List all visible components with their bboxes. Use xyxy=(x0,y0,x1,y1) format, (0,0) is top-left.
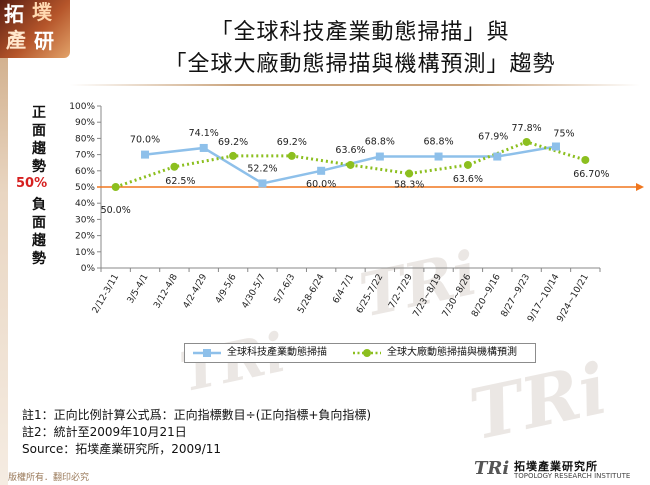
data-point-series-b xyxy=(111,183,120,191)
legend-swatch-series-b xyxy=(353,349,381,357)
x-tick-label: 4/30-5/7 xyxy=(240,273,268,311)
data-point-series-a xyxy=(434,152,443,161)
y-tick-label: 50% xyxy=(75,183,95,193)
data-point-series-a xyxy=(317,166,326,175)
data-label-series-a: 74.1% xyxy=(189,128,219,139)
data-point-series-b xyxy=(405,169,414,178)
x-tick-label: 6/25-7/22 xyxy=(355,273,385,316)
logo-char-4: 研 xyxy=(34,29,54,53)
data-label-series-a: 60.0% xyxy=(306,179,336,190)
data-label-series-b: 69.2% xyxy=(218,137,248,148)
x-tick-label: 3/12-4/8 xyxy=(152,272,180,310)
reference-line-arrow-icon xyxy=(636,183,644,191)
data-point-series-b xyxy=(229,151,238,160)
x-tick-label: 6/4-7/1 xyxy=(331,273,356,306)
tri-logo-icon: TRi xyxy=(474,458,509,478)
positive-trend-label: 正面趨勢 xyxy=(32,105,46,175)
y-tick-label: 40% xyxy=(75,199,95,209)
data-point-series-a xyxy=(375,152,384,161)
x-tick-label: 7/2-7/29 xyxy=(387,272,415,310)
data-point-series-a xyxy=(493,152,502,161)
brand-logo: 拓 墣 產 研 xyxy=(0,0,70,58)
chart-legend: 全球科技產業動態掃描 全球大廠動態掃描與機構預測 xyxy=(184,343,536,363)
source-note: Source：拓墣產業研究所，2009/11 xyxy=(22,442,222,456)
y-tick-label: 70% xyxy=(75,151,95,161)
data-point-series-b xyxy=(522,137,531,146)
y-tick-label: 30% xyxy=(75,215,95,225)
left-decor-strip xyxy=(0,0,8,485)
data-label-series-a: 52.2% xyxy=(247,163,277,174)
data-label-series-b: 67.9% xyxy=(478,131,508,142)
y-tick-label: 80% xyxy=(75,134,95,144)
footnote-1: 註1：正向比例計算公式爲：正向指標數目÷(正向指標+負向指標) xyxy=(22,408,372,422)
data-point-series-a xyxy=(258,179,267,188)
data-label-series-a: 70.0% xyxy=(130,135,160,146)
data-label-series-b: 62.5% xyxy=(165,176,195,187)
footer-brand-name: 拓墣產業研究所 xyxy=(514,460,598,473)
x-tick-label: 5/7-6/3 xyxy=(273,273,298,306)
x-tick-label: 2/12-3/11 xyxy=(91,273,121,316)
page-title-line-2: 「全球大廠動態掃描與機構預測」趨勢 xyxy=(164,52,556,77)
footnote-2: 註2：統計至2009年10月21日 xyxy=(22,425,187,439)
data-label-series-b: 66.70% xyxy=(573,169,609,180)
midline-label: 50% xyxy=(16,176,48,191)
y-tick-label: 100% xyxy=(69,102,95,112)
x-tick-label: 8/20~9/16 xyxy=(470,272,503,319)
data-label-series-b: 58.3% xyxy=(394,180,424,191)
footer-brand-subname: TOPOLOGY RESEARCH INSTITUTE xyxy=(514,472,631,480)
data-point-series-a xyxy=(199,143,208,152)
data-point-series-b xyxy=(463,160,472,169)
data-label-series-b: 50.0% xyxy=(101,205,131,216)
data-point-series-b xyxy=(287,151,296,160)
series-line-b xyxy=(115,140,586,189)
data-label-series-b: 69.2% xyxy=(277,137,307,148)
y-tick-label: 10% xyxy=(75,248,95,258)
x-tick-label: 3/5-4/1 xyxy=(126,273,151,306)
page-title-line-1: 「全球科技產業動態掃描」與 xyxy=(210,20,510,45)
y-tick-label: 20% xyxy=(75,232,95,242)
logo-char-3: 產 xyxy=(6,28,26,52)
x-tick-label: 7/23~8/19 xyxy=(412,272,445,319)
x-tick-label: 5/28-6/24 xyxy=(296,272,327,315)
y-tick-label: 0% xyxy=(81,264,96,274)
x-tick-label: 4/9-5/6 xyxy=(214,272,239,305)
data-point-series-b xyxy=(170,162,179,171)
y-tick-label: 60% xyxy=(75,167,95,177)
footnotes: 註1：正向比例計算公式爲：正向指標數目÷(正向指標+負向指標) 註2：統計至20… xyxy=(22,407,371,458)
negative-trend-label: 負面趨勢 xyxy=(32,197,46,267)
data-point-series-a xyxy=(551,142,560,151)
x-tick-label: 9/24~10/21 xyxy=(555,273,591,325)
legend-label-series-a: 全球科技產業動態掃描 xyxy=(227,347,327,358)
data-point-series-b xyxy=(581,155,590,164)
legend-label-series-b: 全球大廠動態掃描與機構預測 xyxy=(387,347,517,358)
x-tick-label: 4/2-4/29 xyxy=(182,272,210,310)
data-label-series-b: 63.6% xyxy=(335,145,365,156)
data-point-series-b xyxy=(346,160,355,169)
data-label-series-b: 63.6% xyxy=(453,174,483,185)
data-point-series-a xyxy=(141,150,150,159)
y-tick-label: 90% xyxy=(75,118,95,128)
data-label-series-a: 68.8% xyxy=(423,137,453,148)
copyright-text: 版權所有．翻印必究 xyxy=(8,473,90,483)
legend-swatch-series-a xyxy=(193,349,221,357)
data-label-series-a: 68.8% xyxy=(365,137,395,148)
title-divider xyxy=(70,84,640,86)
tri-logo-text: TRi xyxy=(474,458,509,478)
logo-char-1: 拓 xyxy=(4,2,24,26)
x-tick-label: 8/27~9/23 xyxy=(500,273,533,320)
x-tick-label: 7/30~8/26 xyxy=(441,272,474,319)
data-label-series-a: 75% xyxy=(553,129,574,140)
logo-char-2: 墣 xyxy=(32,0,52,24)
data-label-series-b: 77.8% xyxy=(512,123,542,134)
